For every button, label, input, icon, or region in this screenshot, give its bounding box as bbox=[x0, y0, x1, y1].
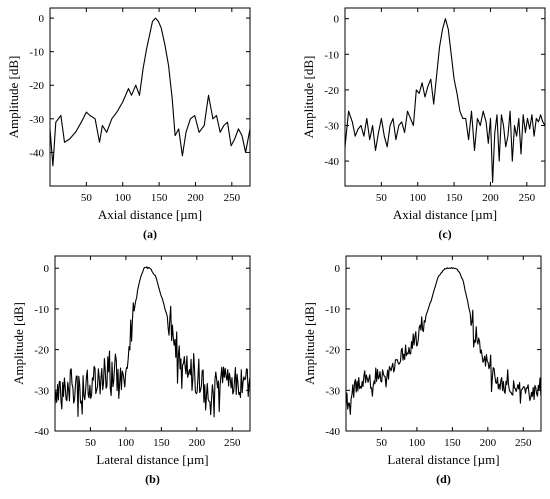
y-tick-label: 0 bbox=[335, 263, 341, 275]
y-tick-label: -10 bbox=[29, 47, 44, 59]
y-tick-label: -30 bbox=[324, 120, 339, 132]
y-tick-label: -40 bbox=[34, 426, 49, 438]
panel-caption: (a) bbox=[143, 227, 157, 241]
x-tick-label: 100 bbox=[409, 192, 426, 204]
y-tick-label: -40 bbox=[324, 156, 339, 168]
y-tick-label: -20 bbox=[34, 345, 49, 357]
y-axis-label: Amplitude [dB] bbox=[11, 302, 26, 385]
plot-frame bbox=[54, 255, 251, 432]
y-tick-label: -30 bbox=[34, 385, 49, 397]
x-tick-label: 200 bbox=[189, 437, 206, 449]
x-tick-label: 250 bbox=[224, 437, 241, 449]
amplitude-series-line bbox=[54, 266, 251, 418]
chart-panel-a: 50 100 150 200 250 0 -10 -20 -30 -40 Axial distanc… bbox=[6, 7, 251, 241]
plot-frame bbox=[345, 255, 542, 432]
x-tick-label: 100 bbox=[118, 437, 135, 449]
y-tick-label: -20 bbox=[324, 85, 339, 97]
y-tick-label: -40 bbox=[29, 147, 44, 159]
x-tick-label: 100 bbox=[114, 192, 131, 204]
plot-frame bbox=[49, 7, 251, 187]
y-tick-label: 0 bbox=[39, 13, 45, 25]
x-tick-label: 200 bbox=[480, 437, 497, 449]
y-tick-label: -30 bbox=[325, 385, 340, 397]
amplitude-series-line bbox=[344, 18, 546, 183]
x-tick-label: 50 bbox=[376, 437, 388, 449]
y-tick-label: -20 bbox=[325, 345, 340, 357]
y-axis-label: Amplitude [dB] bbox=[301, 56, 316, 139]
x-tick-label: 150 bbox=[151, 192, 168, 204]
x-tick-label: 50 bbox=[376, 192, 388, 204]
chart-panel-c: 50 100 150 200 250 0 -10 -20 -30 -40 Axial distanc… bbox=[301, 7, 546, 241]
chart-panel-b: 50 100 150 200 250 0 -10 -20 -30 -40 Lateral dista… bbox=[11, 255, 251, 486]
x-tick-label: 200 bbox=[482, 192, 499, 204]
panel-caption: (d) bbox=[436, 472, 451, 486]
x-tick-label: 100 bbox=[409, 437, 426, 449]
plot-frame bbox=[344, 7, 546, 187]
y-tick-label: -10 bbox=[324, 49, 339, 61]
x-tick-label: 50 bbox=[81, 192, 93, 204]
x-tick-label: 250 bbox=[224, 192, 241, 204]
amplitude-series-line bbox=[49, 17, 251, 167]
y-axis-label: Amplitude [dB] bbox=[6, 56, 21, 139]
y-tick-label: 0 bbox=[44, 263, 50, 275]
x-axis-label: Axial distance [µm] bbox=[98, 207, 202, 222]
y-tick-label: -40 bbox=[325, 426, 340, 438]
y-tick-label: 0 bbox=[334, 14, 340, 26]
x-tick-label: 50 bbox=[85, 437, 97, 449]
panel-caption: (b) bbox=[145, 472, 160, 486]
x-tick-label: 150 bbox=[446, 192, 463, 204]
chart-panel-d: 50 100 150 200 250 0 -10 -20 -30 -40 Lateral dista… bbox=[302, 255, 542, 486]
y-tick-label: -20 bbox=[29, 80, 44, 92]
x-tick-label: 250 bbox=[515, 437, 532, 449]
amplitude-series-line bbox=[345, 267, 542, 416]
y-axis-label: Amplitude [dB] bbox=[302, 302, 317, 385]
y-tick-label: -10 bbox=[34, 304, 49, 316]
y-tick-label: -30 bbox=[29, 114, 44, 126]
x-tick-label: 250 bbox=[519, 192, 536, 204]
x-tick-label: 150 bbox=[444, 437, 461, 449]
x-tick-label: 200 bbox=[187, 192, 204, 204]
panel-caption: (c) bbox=[438, 227, 451, 241]
x-axis-label: Lateral distance [µm] bbox=[387, 452, 499, 467]
x-axis-label: Axial distance [µm] bbox=[393, 207, 497, 222]
x-tick-label: 150 bbox=[153, 437, 170, 449]
x-axis-label: Lateral distance [µm] bbox=[96, 452, 208, 467]
y-tick-label: -10 bbox=[325, 304, 340, 316]
